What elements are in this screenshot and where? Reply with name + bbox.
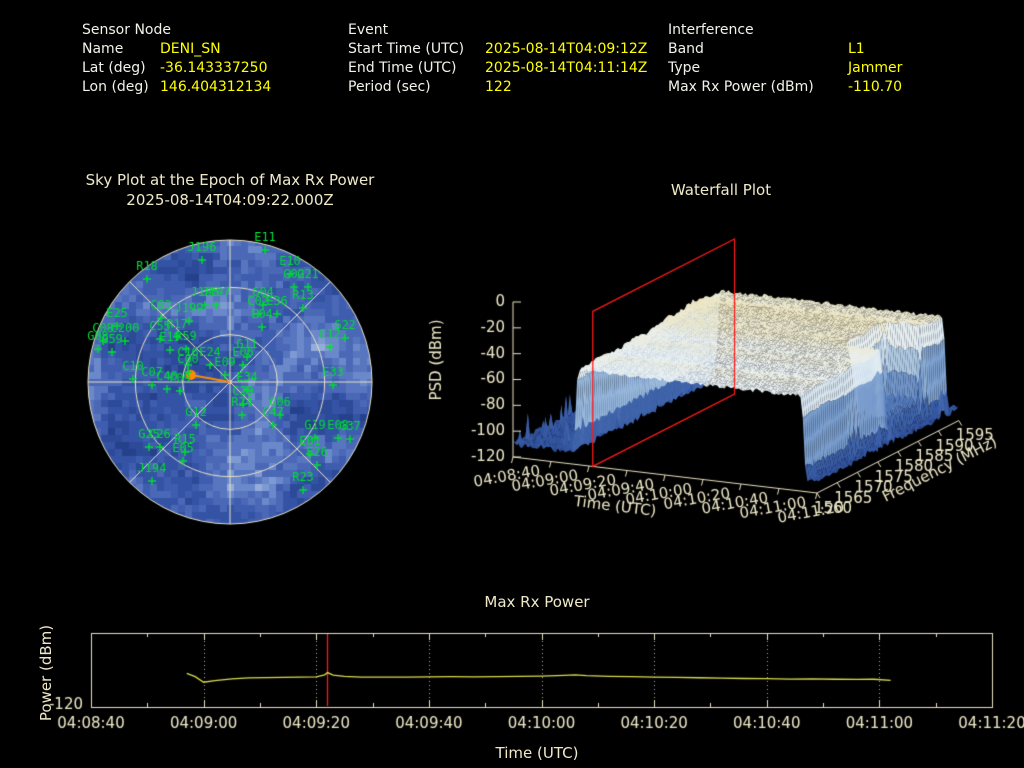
max-rx-power-title: Max Rx Power	[484, 593, 590, 611]
sensor-lon-value: 146.404312134	[160, 79, 272, 95]
interference-band-label: Band	[668, 41, 704, 57]
sensor-lat-label: Lat (deg)	[82, 60, 146, 76]
sky-plot-subtitle: 2025-08-14T04:09:22.000Z	[126, 191, 334, 209]
event-end-value: 2025-08-14T04:11:14Z	[485, 60, 648, 76]
panel-title: Sensor Node	[82, 22, 171, 38]
event-start-label: Start Time (UTC)	[348, 41, 465, 57]
event-period-row: Period (sec) 122	[348, 78, 512, 97]
event-end-row: End Time (UTC) 2025-08-14T04:11:14Z	[348, 59, 647, 78]
panel-title: Event	[348, 22, 389, 38]
event-end-label: End Time (UTC)	[348, 60, 457, 76]
interference-type-value: Jammer	[848, 60, 903, 76]
interference-type-row: Type Jammer	[668, 59, 902, 78]
interference-power-value: -110.70	[848, 79, 903, 95]
event-start-value: 2025-08-14T04:09:12Z	[485, 41, 648, 57]
waterfall-plot-canvas	[420, 200, 1024, 560]
event-period-label: Period (sec)	[348, 79, 431, 95]
sky-plot-canvas	[80, 232, 380, 534]
interference-power-label: Max Rx Power (dBm)	[668, 79, 814, 95]
interference-band-value: L1	[848, 41, 865, 57]
event-start-row: Start Time (UTC) 2025-08-14T04:09:12Z	[348, 40, 647, 59]
sensor-lon-label: Lon (deg)	[82, 79, 149, 95]
power-x-axis-label: Time (UTC)	[495, 744, 579, 762]
max-rx-power-canvas	[0, 620, 1024, 745]
interference-band-row: Band L1	[668, 40, 865, 59]
sensor-lon-row: Lon (deg) 146.404312134	[82, 78, 271, 97]
sensor-name-row: Name DENI_SN	[82, 40, 221, 59]
event-period-value: 122	[485, 79, 512, 95]
sky-plot-title: Sky Plot at the Epoch of Max Rx Power	[85, 171, 375, 189]
sensor-name-label: Name	[82, 41, 124, 57]
interference-type-label: Type	[668, 60, 701, 76]
sensor-lat-value: -36.143337250	[160, 60, 268, 76]
panel-title: Interference	[668, 22, 754, 38]
sensor-lat-row: Lat (deg) -36.143337250	[82, 59, 267, 78]
waterfall-title: Waterfall Plot	[670, 181, 772, 199]
sensor-name-value: DENI_SN	[160, 41, 221, 57]
interference-power-row: Max Rx Power (dBm) -110.70	[668, 78, 902, 97]
